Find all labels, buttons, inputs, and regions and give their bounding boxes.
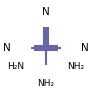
Text: NH₂: NH₂ [37,79,55,88]
Text: H₂N: H₂N [8,62,25,71]
Text: NH₂: NH₂ [67,62,84,71]
Text: N: N [3,43,11,53]
Text: N: N [42,7,50,17]
Text: N: N [81,43,89,53]
